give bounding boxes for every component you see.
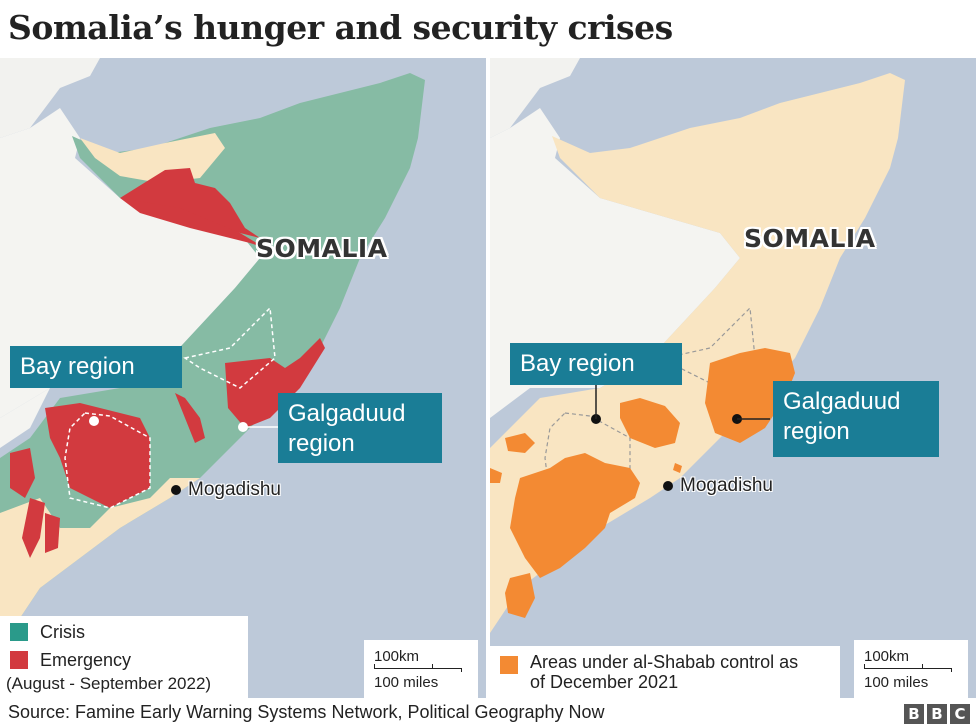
scale-bar: 100km 100 miles: [364, 640, 478, 698]
legend-item-emergency: Emergency: [10, 646, 248, 674]
scale-tick: [864, 664, 865, 668]
legend-text: Areas under al-Shabab control as of Dece…: [530, 652, 798, 692]
scale-tick: [922, 664, 923, 668]
callout-line: region: [783, 418, 850, 445]
scale-miles: 100 miles: [864, 674, 929, 691]
hunger-map: [0, 58, 486, 698]
scale-tick: [461, 668, 462, 672]
galgaduud-region-callout: Galgaduud region: [278, 393, 442, 463]
mogadishu-label: Mogadishu: [680, 475, 773, 496]
legend: Areas under al-Shabab control as of Dece…: [490, 646, 840, 698]
bay-region-callout: Bay region: [510, 343, 682, 385]
scale-miles: 100 miles: [374, 674, 439, 691]
legend-label: Areas under al-Shabab control as: [530, 652, 799, 672]
scale-line: [864, 668, 952, 669]
legend: Crisis Emergency (August - September 202…: [0, 616, 248, 698]
callout-line: Galgaduud: [783, 388, 901, 415]
alshabab-swatch: [500, 656, 518, 674]
scale-bar: 100km 100 miles: [854, 640, 968, 698]
scale-km: 100km: [374, 648, 420, 665]
scale-tick: [951, 668, 952, 672]
source-note: Source: Famine Early Warning Systems Net…: [8, 702, 605, 722]
legend-label: of December 2021: [530, 672, 679, 692]
legend-item-alshabab: Areas under al-Shabab control as of Dece…: [500, 652, 840, 692]
legend-item-crisis: Crisis: [10, 618, 248, 646]
alshabab-map-panel: SOMALIA Bay region Galgaduud region Moga…: [490, 58, 976, 698]
scale-tick: [432, 664, 433, 668]
legend-period: (August - September 2022): [6, 674, 212, 693]
scale-tick: [374, 664, 375, 668]
callout-line: region: [288, 430, 355, 457]
scale-km: 100km: [864, 648, 910, 665]
country-label: SOMALIA: [744, 224, 876, 253]
legend-label: Crisis: [40, 621, 85, 642]
bay-region-callout: Bay region: [10, 346, 182, 388]
mogadishu-label: Mogadishu: [188, 479, 281, 500]
logo-letter: B: [904, 704, 924, 724]
hunger-map-panel: SOMALIA Bay region Galgaduud region Moga…: [0, 58, 486, 698]
scale-line: [374, 668, 462, 669]
galgaduud-region-callout: Galgaduud region: [773, 381, 939, 457]
logo-letter: C: [950, 704, 970, 724]
country-label: SOMALIA: [256, 234, 388, 263]
callout-line: Galgaduud: [288, 400, 406, 427]
page-title: Somalia’s hunger and security crises: [8, 8, 673, 47]
bbc-logo: B B C: [904, 704, 970, 724]
crisis-swatch: [10, 623, 28, 641]
emergency-swatch: [10, 651, 28, 669]
logo-letter: B: [927, 704, 947, 724]
legend-label: Emergency: [40, 649, 132, 670]
